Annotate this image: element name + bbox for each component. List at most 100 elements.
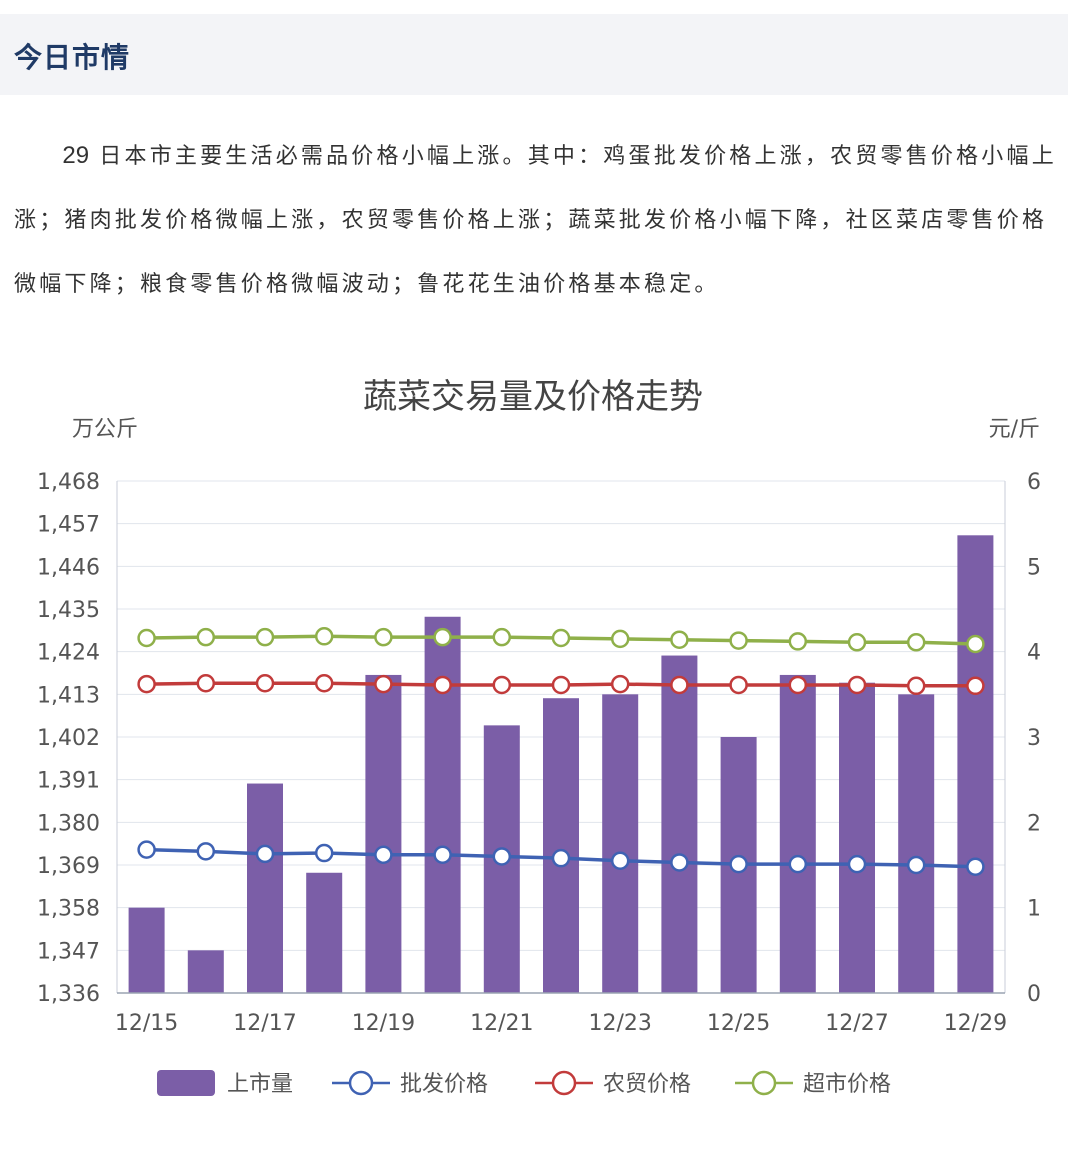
volume-bar	[187, 950, 224, 993]
volume-bar	[661, 655, 698, 993]
price-point	[433, 675, 452, 695]
volume-bar	[898, 694, 935, 993]
price-point	[670, 675, 689, 695]
bars	[128, 535, 994, 993]
price-point	[729, 675, 748, 695]
price-lines	[137, 627, 985, 876]
price-point	[551, 628, 571, 648]
left-tick-label: 1,424	[37, 641, 100, 666]
price-point	[137, 840, 156, 859]
price-point	[788, 632, 808, 651]
section-title: 今日市情	[14, 41, 131, 74]
left-tick-label: 1,468	[37, 470, 100, 495]
price-point	[255, 844, 275, 864]
price-point	[314, 673, 334, 693]
price-point	[255, 673, 275, 693]
x-tick-label: 12/15	[115, 1011, 178, 1036]
left-axis-unit: 万公斤	[72, 417, 138, 442]
price-point	[670, 630, 689, 649]
left-tick-label: 1,336	[37, 982, 100, 1007]
price-point	[966, 634, 985, 654]
right-tick-label: 3	[1027, 726, 1041, 751]
left-tick-label: 1,358	[37, 897, 100, 922]
price-point	[314, 627, 334, 646]
x-tick-label: 12/19	[352, 1011, 415, 1036]
price-point	[906, 855, 926, 875]
volume-bar	[602, 694, 639, 993]
volume-bar	[779, 674, 816, 993]
summary-date: 29	[62, 142, 90, 169]
right-tick-label: 6	[1027, 470, 1041, 495]
legend-label: 农贸价格	[603, 1072, 691, 1097]
price-point	[847, 675, 867, 695]
chart-title: 蔬菜交易量及价格走势	[363, 377, 703, 417]
left-tick-label: 1,347	[37, 939, 100, 964]
legend-label: 批发价格	[400, 1072, 488, 1097]
x-tick-label: 12/29	[944, 1011, 1007, 1036]
price-point	[610, 851, 630, 870]
x-tick-label: 12/17	[233, 1011, 296, 1036]
price-point	[196, 627, 216, 647]
price-point	[314, 843, 334, 863]
price-point	[610, 629, 630, 649]
volume-bar	[543, 698, 579, 993]
price-point	[137, 628, 156, 648]
price-point	[670, 853, 689, 872]
price-point	[847, 633, 867, 652]
left-tick-label: 1,380	[37, 811, 100, 836]
market-summary: 29 日本市主要生活必需品价格小幅上涨。其中：鸡蛋批发价格上涨，农贸零售价格小幅…	[14, 124, 1068, 317]
price-point	[433, 627, 452, 647]
legend-marker	[348, 1070, 374, 1096]
price-point	[847, 854, 867, 874]
left-tick-label: 1,446	[37, 555, 100, 580]
volume-bar	[247, 783, 283, 993]
price-point	[906, 676, 926, 696]
left-tick-label: 1,435	[37, 598, 100, 623]
price-point	[788, 675, 808, 695]
left-tick-label: 1,369	[37, 854, 100, 879]
right-tick-label: 1	[1027, 897, 1041, 922]
volume-bar	[839, 682, 875, 993]
legend: 上市量 批发价格 农贸价格 超市价格	[157, 1070, 891, 1097]
x-tick-label: 12/27	[825, 1011, 888, 1036]
right-tick-label: 5	[1027, 555, 1041, 580]
vegetable-chart: 蔬菜交易量及价格走势 万公斤 元/斤 1,3361,3471,3581,3691…	[37, 377, 1041, 1097]
volume-bar	[424, 616, 461, 993]
legend-label: 上市量	[227, 1072, 293, 1097]
left-tick-label: 1,391	[37, 769, 100, 794]
price-point	[374, 674, 393, 694]
price-point	[551, 848, 571, 868]
price-point	[137, 674, 156, 694]
left-tick-label: 1,413	[37, 683, 100, 708]
right-tick-label: 0	[1027, 982, 1041, 1007]
x-tick-label: 12/23	[588, 1011, 651, 1036]
price-point	[374, 627, 393, 647]
right-axis-unit: 元/斤	[989, 417, 1040, 442]
volume-bar	[957, 535, 994, 993]
price-point	[196, 842, 216, 861]
price-point	[196, 673, 216, 693]
axes: 1,336 1,347 1,358 1,369 1,380 1,391 1,402 1,413…	[37, 470, 1041, 1036]
legend-swatch	[157, 1070, 215, 1096]
section-header: 今日市情	[0, 14, 1068, 95]
volume-bar	[306, 872, 343, 993]
volume-bar	[128, 907, 165, 993]
left-tick-label: 1,402	[37, 726, 100, 751]
price-point	[255, 627, 275, 647]
right-tick-label: 4	[1027, 641, 1041, 666]
price-point	[433, 845, 452, 865]
summary-text: 日本市主要生活必需品价格小幅上涨。其中：鸡蛋批发价格上涨，农贸零售价格小幅上涨；…	[14, 144, 1057, 297]
price-point	[374, 845, 393, 865]
x-tick-label: 12/25	[707, 1011, 770, 1036]
price-point	[906, 633, 926, 652]
legend-marker	[751, 1070, 777, 1096]
price-point	[492, 847, 512, 866]
price-point	[610, 674, 630, 694]
price-point	[492, 675, 512, 695]
volume-bar	[365, 674, 402, 993]
legend-label: 超市价格	[803, 1072, 891, 1097]
price-point	[966, 676, 985, 696]
legend-marker	[551, 1070, 577, 1096]
price-point	[788, 854, 808, 874]
x-tick-label: 12/21	[470, 1011, 533, 1036]
